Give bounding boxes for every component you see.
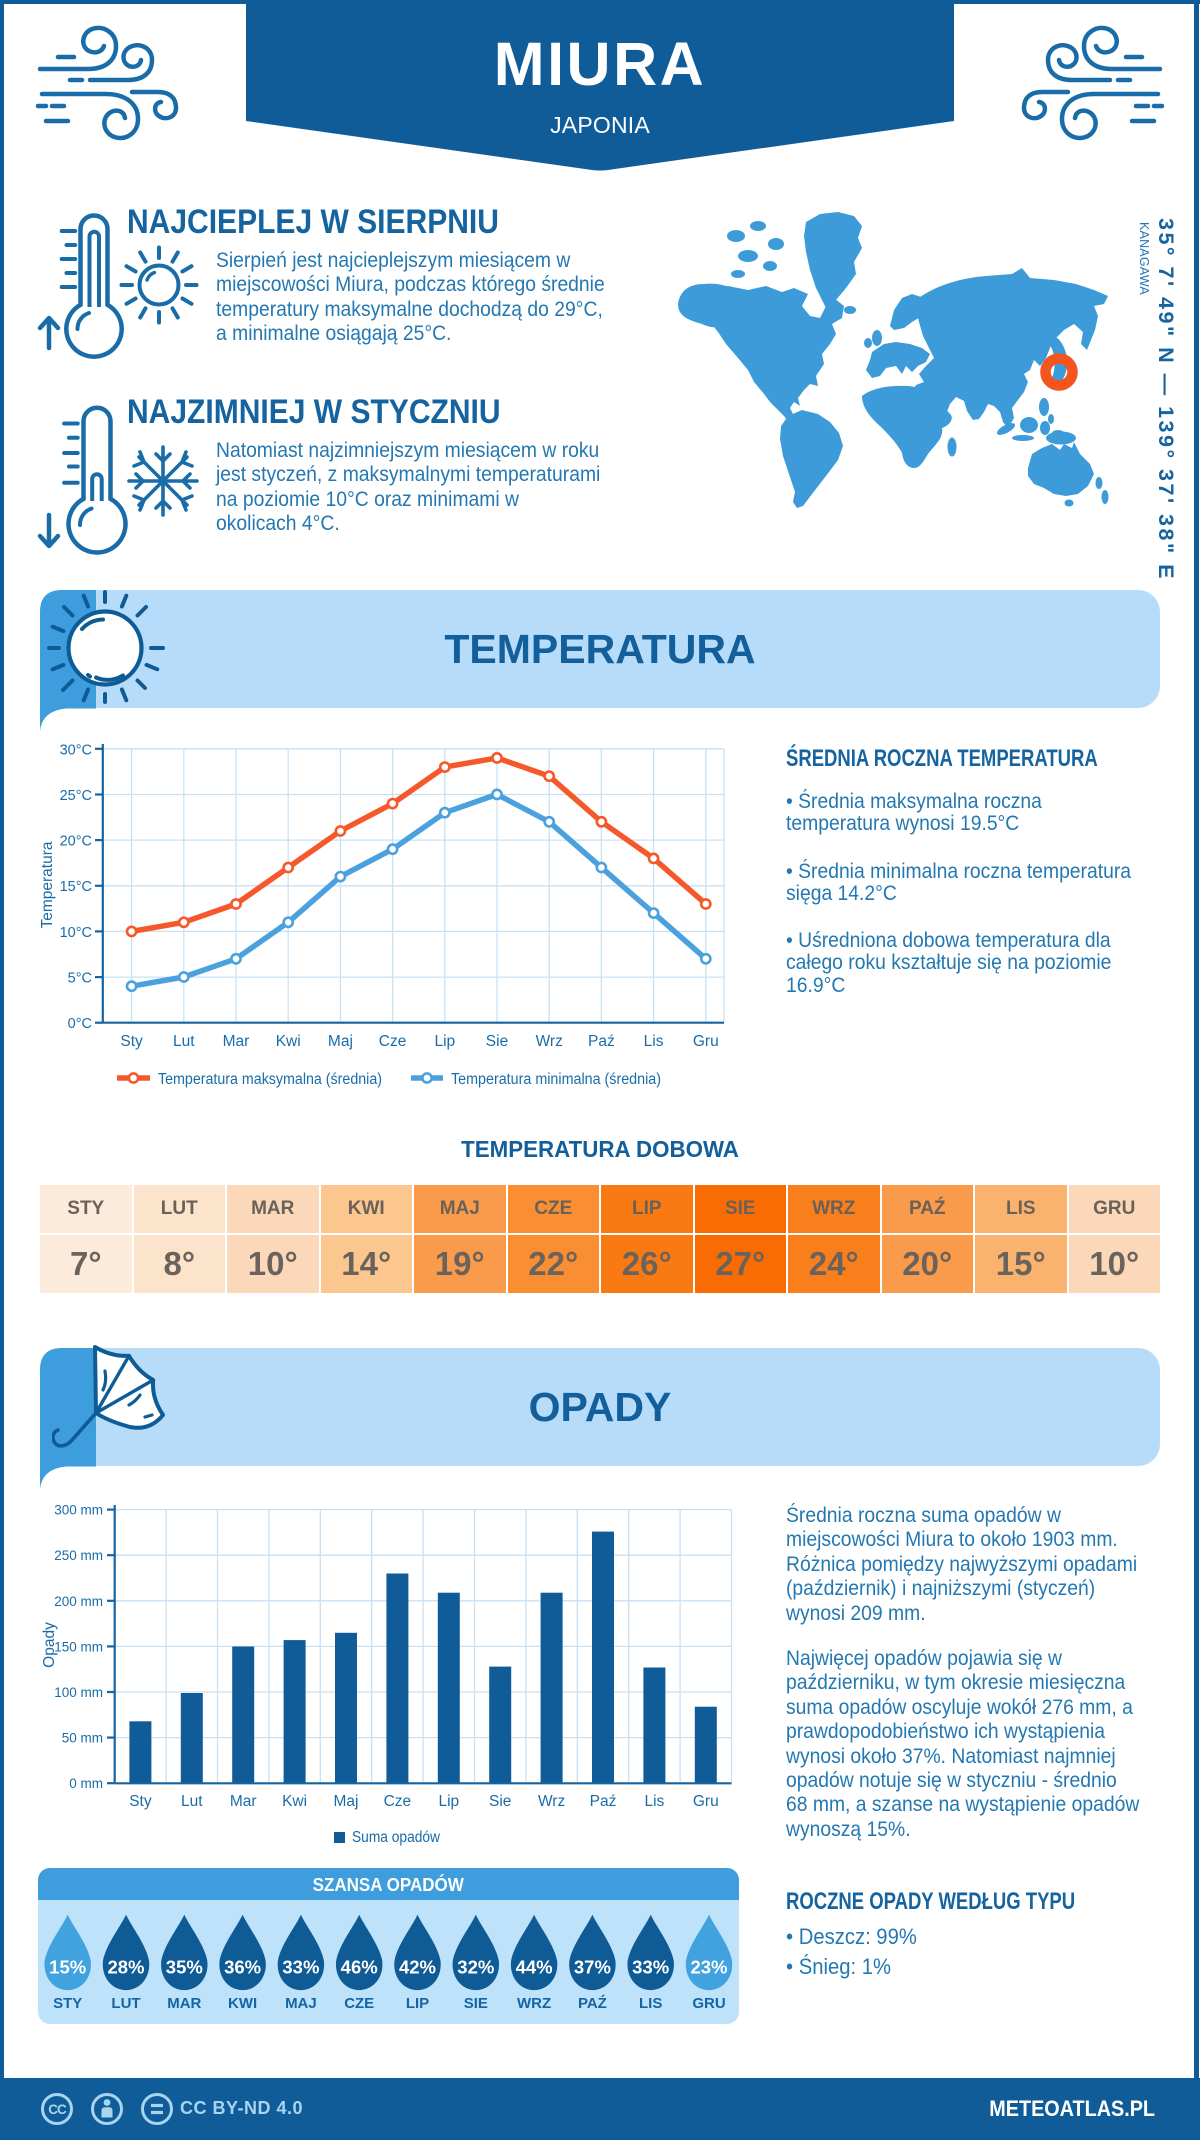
svg-text:Lut: Lut — [173, 1033, 195, 1050]
svg-text:Lut: Lut — [181, 1793, 203, 1810]
svg-text:Cze: Cze — [379, 1033, 407, 1050]
svg-text:Wrz: Wrz — [536, 1033, 563, 1050]
svg-text:100 mm: 100 mm — [54, 1685, 103, 1700]
svg-text:Kwi: Kwi — [282, 1793, 307, 1810]
svg-text:33%: 33% — [632, 1957, 669, 1978]
svg-text:250 mm: 250 mm — [54, 1548, 103, 1563]
svg-text:28%: 28% — [107, 1957, 144, 1978]
svg-text:Paź: Paź — [588, 1033, 615, 1050]
svg-text:Temperatura: Temperatura — [40, 841, 56, 928]
svg-text:WRZ: WRZ — [517, 1995, 551, 2012]
svg-text:5°C: 5°C — [68, 971, 92, 987]
svg-text:Opady: Opady — [41, 1622, 58, 1668]
svg-text:Temperatura minimalna (średnia: Temperatura minimalna (średnia) — [451, 1071, 661, 1088]
svg-text:35%: 35% — [166, 1957, 203, 1978]
svg-text:32%: 32% — [457, 1957, 494, 1978]
svg-text:MAJ: MAJ — [285, 1995, 317, 2012]
svg-text:Gru: Gru — [693, 1033, 719, 1050]
svg-text:Mar: Mar — [223, 1033, 250, 1050]
svg-text:10°C: 10°C — [60, 925, 92, 941]
svg-text:Mar: Mar — [230, 1793, 257, 1810]
svg-text:Sty: Sty — [129, 1793, 152, 1810]
svg-text:Sie: Sie — [486, 1033, 508, 1050]
svg-text:33%: 33% — [282, 1957, 319, 1978]
svg-text:36%: 36% — [224, 1957, 261, 1978]
svg-text:MAR: MAR — [167, 1995, 201, 2012]
svg-text:0°C: 0°C — [68, 1016, 92, 1032]
svg-text:Sty: Sty — [120, 1033, 143, 1050]
svg-text:Lis: Lis — [644, 1033, 664, 1050]
svg-text:LIP: LIP — [406, 1995, 429, 2012]
svg-text:150 mm: 150 mm — [54, 1639, 103, 1654]
svg-text:Lip: Lip — [438, 1793, 459, 1810]
svg-text:23%: 23% — [690, 1957, 727, 1978]
svg-text:Temperatura maksymalna (średni: Temperatura maksymalna (średnia) — [158, 1071, 382, 1088]
svg-text:0 mm: 0 mm — [69, 1776, 103, 1791]
svg-text:LIS: LIS — [639, 1995, 662, 2012]
svg-text:37%: 37% — [574, 1957, 611, 1978]
svg-text:STY: STY — [53, 1995, 82, 2012]
svg-text:CC: CC — [48, 2102, 67, 2117]
svg-text:KWI: KWI — [228, 1995, 257, 2012]
svg-text:Sie: Sie — [489, 1793, 511, 1810]
svg-text:Wrz: Wrz — [538, 1793, 565, 1810]
svg-text:PAŹ: PAŹ — [578, 1995, 607, 2012]
svg-text:Kwi: Kwi — [276, 1033, 301, 1050]
svg-text:20°C: 20°C — [60, 834, 92, 850]
svg-text:30°C: 30°C — [60, 742, 92, 758]
svg-text:Gru: Gru — [693, 1793, 719, 1810]
svg-text:25°C: 25°C — [60, 788, 92, 804]
svg-text:Cze: Cze — [384, 1793, 412, 1810]
svg-text:LUT: LUT — [111, 1995, 140, 2012]
svg-text:Suma opadów: Suma opadów — [352, 1829, 441, 1846]
svg-text:CZE: CZE — [344, 1995, 374, 2012]
svg-text:GRU: GRU — [692, 1995, 725, 2012]
svg-text:SIE: SIE — [464, 1995, 488, 2012]
svg-text:44%: 44% — [516, 1957, 553, 1978]
svg-text:Lip: Lip — [434, 1033, 455, 1050]
svg-text:50 mm: 50 mm — [62, 1731, 103, 1746]
svg-text:200 mm: 200 mm — [54, 1594, 103, 1609]
svg-text:Maj: Maj — [334, 1793, 359, 1810]
svg-text:46%: 46% — [341, 1957, 378, 1978]
svg-text:15%: 15% — [49, 1957, 86, 1978]
svg-text:Maj: Maj — [328, 1033, 353, 1050]
svg-text:Lis: Lis — [644, 1793, 664, 1810]
svg-text:300 mm: 300 mm — [54, 1503, 103, 1518]
svg-text:42%: 42% — [399, 1957, 436, 1978]
svg-text:15°C: 15°C — [60, 879, 92, 895]
svg-text:Paź: Paź — [590, 1793, 617, 1810]
